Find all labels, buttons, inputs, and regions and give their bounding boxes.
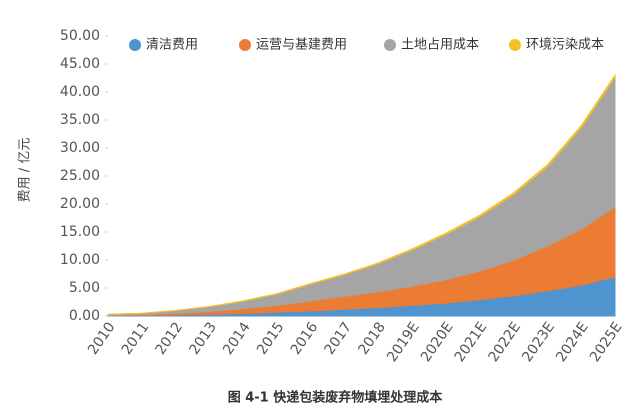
y-tick-label: 50.00 bbox=[60, 28, 100, 44]
y-tick-label: 20.00 bbox=[60, 196, 100, 212]
x-tick-label: 2020E bbox=[418, 319, 457, 365]
area bbox=[107, 73, 616, 315]
legend-marker bbox=[129, 39, 141, 51]
x-tick-label: 2025E bbox=[587, 319, 626, 365]
x-tick-label: 2024E bbox=[553, 319, 592, 365]
y-tick-label: 10.00 bbox=[60, 252, 100, 268]
x-tick-label: 2019E bbox=[384, 319, 423, 365]
legend-marker bbox=[509, 39, 521, 51]
y-tick-label: 5.00 bbox=[69, 280, 100, 296]
y-tick-label: 40.00 bbox=[60, 84, 100, 100]
legend-label: 环境污染成本 bbox=[526, 38, 604, 53]
legend-label: 土地占用成本 bbox=[401, 38, 479, 53]
caption: 图 4-1 快递包装废弃物填埋处理成本 bbox=[228, 390, 443, 406]
x-tick-label: 2016 bbox=[288, 319, 322, 357]
y-tick-label: 25.00 bbox=[60, 168, 100, 184]
y-tick-label: 35.00 bbox=[60, 112, 100, 128]
legend-label: 清洁费用 bbox=[146, 38, 198, 53]
x-tick-label: 2023E bbox=[519, 319, 558, 365]
legend-marker bbox=[384, 39, 396, 51]
x-tick-label: 2017 bbox=[322, 319, 356, 357]
y-tick-label: 30.00 bbox=[60, 140, 100, 156]
x-tick-label: 2010 bbox=[85, 319, 119, 357]
legend-label: 运营与基建费用 bbox=[256, 38, 347, 53]
y-tick-label: 0.00 bbox=[69, 308, 100, 324]
y-tick-label: 45.00 bbox=[60, 56, 100, 72]
x-tick-label: 2012 bbox=[153, 319, 187, 357]
x-tick-label: 2011 bbox=[119, 319, 153, 357]
x-tick-label: 2013 bbox=[186, 319, 220, 357]
legend-marker bbox=[239, 39, 251, 51]
x-tick-label: 2022E bbox=[486, 319, 525, 365]
y-axis-label: 费用 / 亿元 bbox=[18, 138, 33, 203]
x-tick-label: 2018 bbox=[355, 319, 389, 357]
x-tick-label: 2014 bbox=[220, 319, 254, 357]
y-tick-label: 15.00 bbox=[60, 224, 100, 240]
x-tick-label: 2021E bbox=[452, 319, 491, 365]
x-tick-label: 2015 bbox=[254, 319, 288, 357]
